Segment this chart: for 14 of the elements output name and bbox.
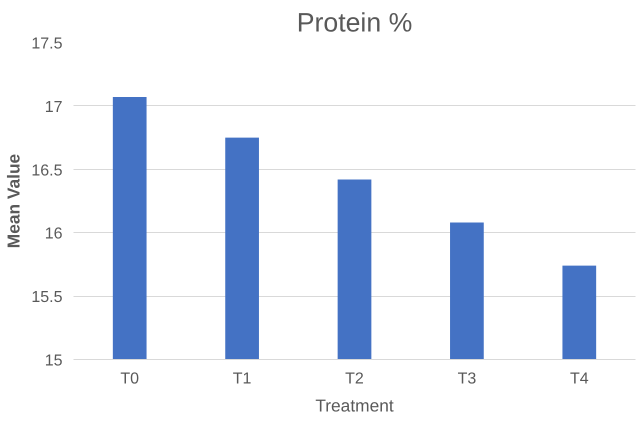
y-tick-label: 17 bbox=[44, 98, 63, 116]
x-tick-label: T0 bbox=[120, 370, 140, 388]
y-tick-label: 15 bbox=[44, 352, 63, 370]
y-axis-title: Mean Value bbox=[3, 153, 24, 248]
x-tick-label: T1 bbox=[232, 370, 252, 388]
x-axis-title: Treatment bbox=[315, 396, 394, 416]
chart-title: Protein % bbox=[296, 8, 412, 38]
x-tick-label: T3 bbox=[458, 370, 476, 388]
y-tick-label: 16.5 bbox=[31, 162, 63, 180]
y-tick-label: 15.5 bbox=[31, 289, 63, 306]
x-tick-label: T2 bbox=[345, 370, 364, 388]
x-tick-label: T4 bbox=[570, 370, 589, 388]
y-tick-label: 17.5 bbox=[31, 36, 63, 52]
y-tick-label: 16 bbox=[44, 226, 63, 243]
